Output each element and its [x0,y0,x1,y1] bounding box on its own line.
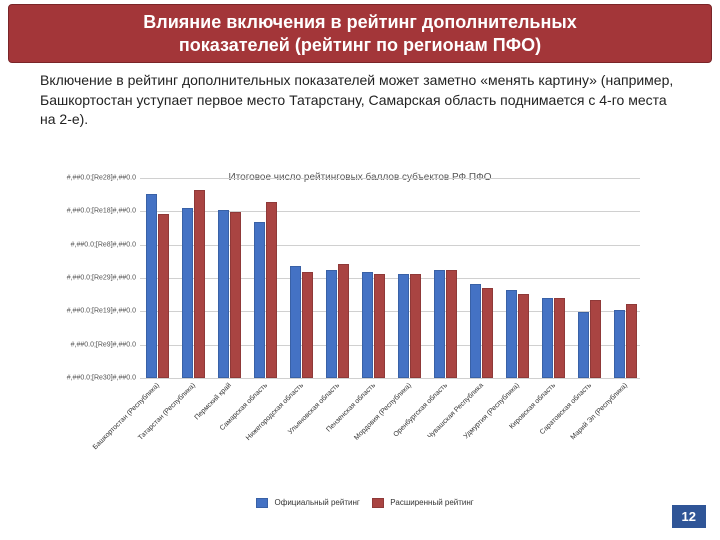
legend-label-extended: Расширенный рейтинг [390,498,473,507]
bar-official [578,312,589,378]
bar-group [218,210,241,378]
bar-extended [626,304,637,378]
bar-extended [194,190,205,378]
legend-swatch-official [256,498,268,508]
bar-official [614,310,625,378]
bar-official [470,284,481,378]
bar-group [506,290,529,378]
gridline [140,311,640,312]
bar-extended [374,274,385,378]
bar-extended [410,274,421,378]
bar-group [254,202,277,378]
legend-swatch-extended [372,498,384,508]
header-line1: Влияние включения в рейтинг дополнительн… [143,12,576,32]
bar-extended [158,214,169,378]
bar-extended [554,298,565,378]
bar-group [362,272,385,378]
bar-chart: #,##0.0;[Re28]#,##0.0 #,##0.0;[Re18]#,##0… [30,166,650,426]
bar-extended [590,300,601,378]
bar-official [542,298,553,378]
bar-official [290,266,301,378]
gridline [140,345,640,346]
bar-official [434,270,445,378]
y-axis-label: #,##0.0;[Re29]#,##0.0 [30,275,136,282]
bar-official [182,208,193,378]
legend: Официальный рейтинг Расширенный рейтинг [0,498,720,508]
gridline [140,278,640,279]
bar-group [182,190,205,378]
bar-group [398,274,421,378]
bar-group [470,284,493,378]
bar-group [542,298,565,378]
bar-extended [230,212,241,378]
page-number-badge: 12 [672,505,706,528]
bar-official [254,222,265,378]
gridline [140,245,640,246]
bar-group [578,300,601,378]
bar-official [326,270,337,378]
bar-extended [302,272,313,378]
legend-label-official: Официальный рейтинг [275,498,360,507]
bar-group [614,304,637,378]
bar-group [146,194,169,378]
y-axis-label: #,##0.0;[Re9]#,##0.0 [30,341,136,348]
y-axis-label: #,##0.0;[Re28]#,##0.0 [30,175,136,182]
bar-group [326,264,349,378]
bar-extended [266,202,277,378]
slide-header: Влияние включения в рейтинг дополнительн… [8,4,712,63]
bar-official [218,210,229,378]
plot-area [140,178,640,379]
gridline [140,378,640,379]
y-axis-label: #,##0.0;[Re19]#,##0.0 [30,308,136,315]
bar-group [290,266,313,378]
bar-official [398,274,409,378]
subtitle: Включение в рейтинг дополнительных показ… [40,71,680,130]
y-axis-label: #,##0.0;[Re8]#,##0.0 [30,241,136,248]
x-axis-label: Башкортостан (Республика) [91,382,160,451]
y-axis-label: #,##0.0;[Re30]#,##0.0 [30,375,136,382]
bar-extended [338,264,349,378]
bar-official [506,290,517,378]
bar-extended [482,288,493,378]
bar-extended [446,270,457,378]
x-axis-label: Пермский край [193,382,232,421]
bar-official [362,272,373,378]
gridline [140,178,640,179]
bar-extended [518,294,529,378]
bar-official [146,194,157,378]
gridline [140,211,640,212]
header-line2: показателей (рейтинг по регионам ПФО) [179,35,541,55]
bar-group [434,270,457,378]
y-axis-label: #,##0.0;[Re18]#,##0.0 [30,208,136,215]
